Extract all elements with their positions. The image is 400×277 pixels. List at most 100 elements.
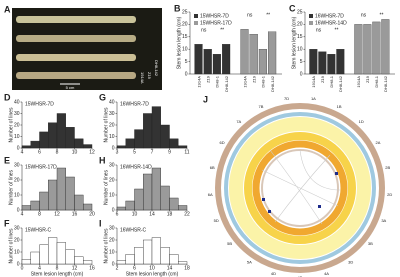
- legend-label: 16WHSR-7D: [315, 13, 344, 19]
- legend-swatch: [194, 14, 198, 18]
- panel-label: E: [4, 155, 10, 165]
- x-tick-label: DH8-142: [383, 75, 388, 92]
- y-tick-label: 0: [185, 71, 188, 77]
- bar: [65, 249, 75, 265]
- legend-label: 16WHSR-14D: [315, 20, 347, 26]
- chart-title: 16WHSR-14D: [120, 164, 152, 170]
- x-tick-label: 10: [149, 265, 155, 271]
- bar: [74, 194, 84, 211]
- chromosome-label: 7A: [236, 119, 241, 124]
- y-tick-label: 0: [112, 261, 115, 267]
- annotation: **: [380, 12, 384, 18]
- y-axis-label: Number of lines: [8, 107, 14, 143]
- y-tick-label: 20: [14, 237, 20, 243]
- panel-label: D: [4, 92, 11, 102]
- bar: [30, 251, 40, 265]
- panel-label: B: [174, 3, 181, 13]
- y-tick-label: 10: [14, 249, 20, 255]
- y-axis-label: Number of lines: [103, 107, 109, 143]
- y-axis-label: Stem lesion length (cm): [291, 16, 297, 69]
- chart-title: 15WHSR-17D: [25, 164, 57, 170]
- chromosome-label: 5B: [227, 241, 232, 246]
- y-tick-label: 20: [109, 177, 115, 183]
- bar: [372, 21, 381, 75]
- x-tick-label: 10: [72, 149, 78, 155]
- photo-label: DH8-142: [154, 60, 159, 77]
- chromosome-label: 1B: [337, 104, 342, 109]
- bar: [21, 259, 31, 265]
- x-tick-label: 1914A: [242, 76, 247, 88]
- x-tick-label: 12: [72, 265, 78, 271]
- panel-label: A: [4, 4, 11, 14]
- y-tick-label: 30: [14, 162, 20, 168]
- annotation: **: [220, 27, 224, 33]
- bar: [169, 254, 179, 265]
- y-tick-label: 10: [297, 47, 303, 53]
- chromosome-label: 5A: [247, 259, 252, 264]
- circos: [215, 103, 385, 273]
- y-tick-label: 30: [14, 225, 20, 231]
- bar: [74, 138, 84, 149]
- x-tick-label: 0: [21, 265, 24, 271]
- bar: [65, 127, 75, 149]
- y-tick-label: 40: [109, 99, 115, 105]
- bar: [354, 24, 363, 75]
- y-tick-label: 0: [112, 145, 115, 151]
- y-tick-label: 20: [14, 177, 20, 183]
- y-axis-label: Number of lines: [8, 228, 14, 264]
- x-tick-label: 6: [133, 265, 136, 271]
- bar: [143, 239, 153, 265]
- y-tick-label: 10: [182, 47, 188, 53]
- bar: [212, 54, 221, 75]
- chromosome-label: 7B: [258, 104, 263, 109]
- annotation: ns: [361, 12, 367, 18]
- y-tick-label: 5: [300, 59, 303, 65]
- bar: [48, 122, 58, 149]
- bar: [48, 179, 58, 211]
- y-tick-label: 5: [185, 59, 188, 65]
- legend-swatch: [194, 21, 198, 25]
- bar: [116, 260, 126, 265]
- chromosome-label: 2A: [375, 140, 380, 145]
- bar: [134, 246, 144, 265]
- legend-label: 15WHSR-17D: [200, 20, 232, 26]
- legend-swatch: [309, 14, 313, 18]
- x-tick-label: 16: [89, 265, 95, 271]
- bar: [169, 197, 179, 211]
- x-tick-label: Z19: [205, 75, 210, 83]
- bar: [160, 124, 170, 149]
- panel-label: G: [99, 92, 106, 102]
- x-tick-label: 11: [184, 149, 189, 155]
- chromosome-label: 6A: [208, 192, 213, 197]
- y-tick-label: 30: [14, 111, 20, 117]
- bar: [134, 129, 144, 149]
- y-tick-label: 10: [14, 192, 20, 198]
- bar: [318, 51, 327, 75]
- x-tick-label: DH8-1: [261, 75, 266, 87]
- x-tick-label: 18: [184, 265, 190, 271]
- x-tick-label: 7: [151, 149, 154, 155]
- annotation: ns: [201, 27, 207, 33]
- bar: [151, 167, 161, 211]
- bar: [169, 138, 179, 149]
- chromosome-label: 3D: [348, 259, 353, 264]
- x-tick-label: 4: [21, 149, 24, 155]
- x-tick-label: 14: [149, 211, 155, 217]
- annotation: ns: [316, 27, 322, 33]
- y-tick-label: 0: [300, 71, 303, 77]
- bar: [30, 200, 40, 211]
- chart-title: 16WHSR-7D: [120, 101, 149, 107]
- bar: [30, 140, 40, 149]
- x-tick-label: Z19: [365, 75, 370, 83]
- x-tick-label: DH8-142: [270, 75, 275, 92]
- chart-title: 16WHSR-C: [120, 227, 147, 233]
- x-tick-label: 8: [38, 211, 41, 217]
- y-axis-label: Number of lines: [8, 169, 14, 205]
- bar: [21, 145, 31, 149]
- chromosome-label: 4D: [271, 271, 276, 276]
- bar: [143, 113, 153, 149]
- panel-label: J: [203, 94, 208, 104]
- y-tick-label: 20: [14, 122, 20, 128]
- x-tick-label: 8: [56, 265, 59, 271]
